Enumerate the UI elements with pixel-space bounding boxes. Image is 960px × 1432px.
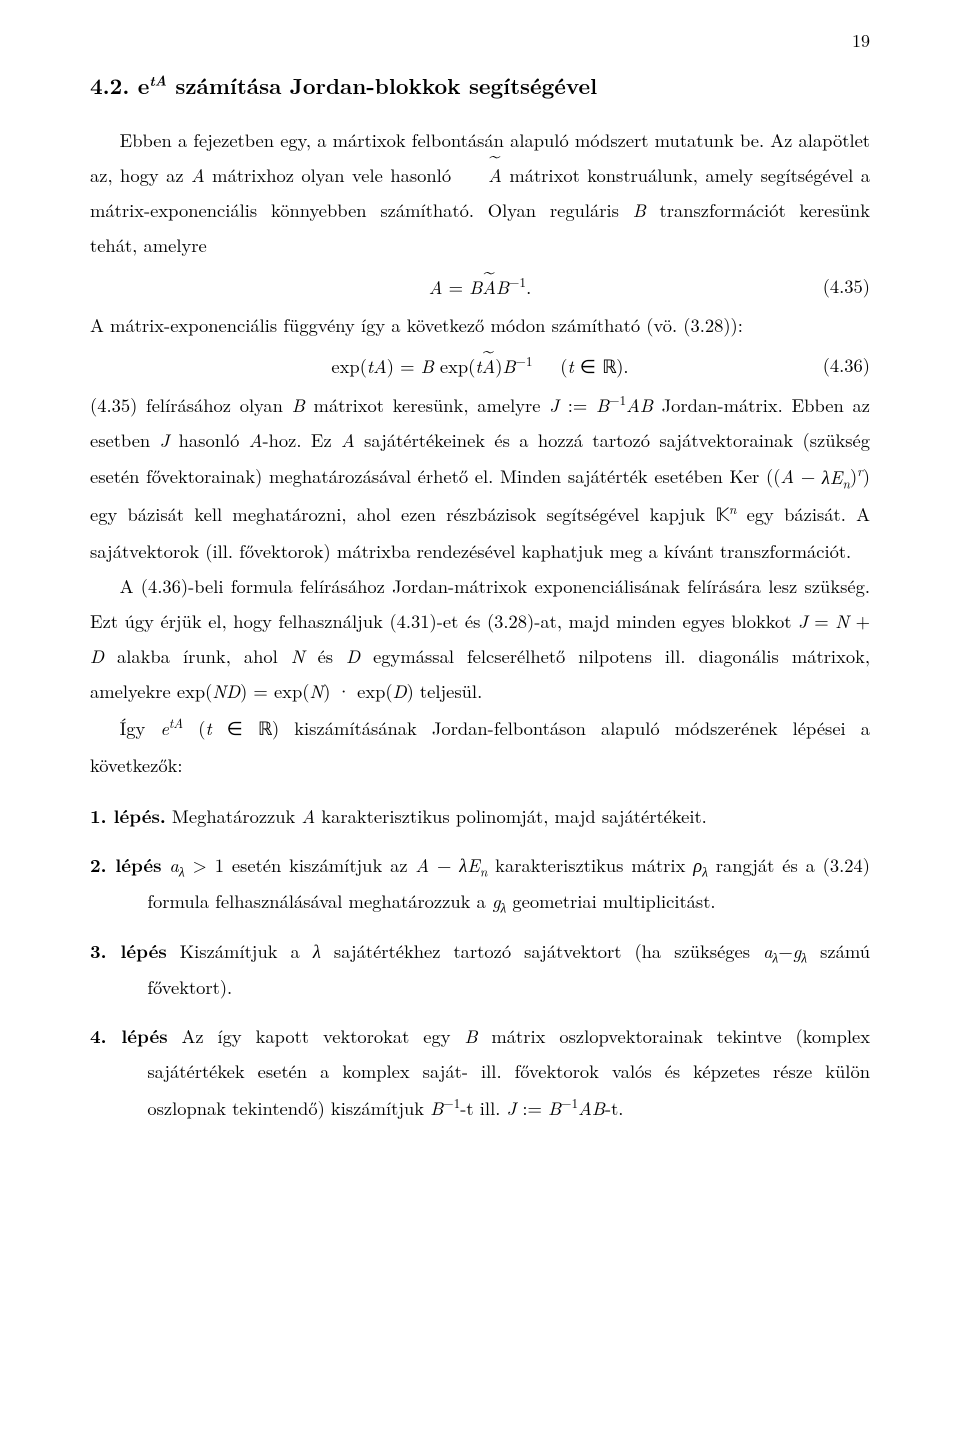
step-2: 2. lépés aλ > 1 esetén kiszámítjuk az A …: [90, 848, 870, 920]
paragraph-5: Így etA (t ∈ ℝ) kiszámításának Jordan-fe…: [90, 710, 870, 783]
paragraph-1: Ebben a fejezetben egy, a mártixok felbo…: [90, 123, 870, 264]
page-number: 19: [852, 28, 870, 53]
equation-4-36-number: (4.36): [823, 352, 870, 378]
page-container: 19 4.2. etA számítása Jordan-blokkok seg…: [0, 0, 960, 1432]
section-heading: 4.2. etA számítása Jordan-blokkok segíts…: [90, 70, 870, 101]
step-4-text: Az így kapott vektorokat egy B mátrix os…: [147, 1023, 870, 1120]
step-1: 1. lépés. Meghatározzuk A karakterisztik…: [90, 799, 870, 834]
equation-4-36-body: exp(tA) = B exp(tA)B−1 (t ∈ ℝ).: [331, 351, 628, 379]
section-number: 4.2.: [90, 70, 129, 101]
step-1-text: Meghatározzuk A karakterisztikus polinom…: [172, 803, 707, 829]
step-1-label: 1. lépés.: [90, 803, 166, 829]
step-2-text: aλ > 1 esetén kiszámítjuk az A − λEn kar…: [147, 852, 870, 914]
step-2-label: 2. lépés: [90, 852, 162, 878]
step-3: 3. lépés Kiszámítjuk a λ sajátértékhez t…: [90, 934, 870, 1005]
paragraph-2: A mátrix-exponenciális függvény így a kö…: [90, 308, 870, 343]
paragraph-4: A (4.36)-beli formula felírásához Jordan…: [90, 569, 870, 710]
equation-4-35-body: A = BAB−1.: [429, 272, 531, 300]
step-4-label: 4. lépés: [90, 1023, 168, 1049]
paragraph-3: (4.35) felírásához olyan B mátrixot kere…: [90, 387, 870, 569]
step-4: 4. lépés Az így kapott vektorokat egy B …: [90, 1019, 870, 1126]
section-title: etA számítása Jordan-blokkok segítségéve…: [138, 70, 597, 101]
step-list: 1. lépés. Meghatározzuk A karakterisztik…: [90, 799, 870, 1126]
equation-4-35: A = BAB−1. (4.35): [90, 272, 870, 300]
equation-4-35-number: (4.35): [823, 273, 870, 299]
step-3-text: Kiszámítjuk a λ sajátértékhez tartozó sa…: [147, 938, 870, 1000]
equation-4-36: exp(tA) = B exp(tA)B−1 (t ∈ ℝ). (4.36): [90, 351, 870, 379]
step-3-label: 3. lépés: [90, 938, 167, 964]
